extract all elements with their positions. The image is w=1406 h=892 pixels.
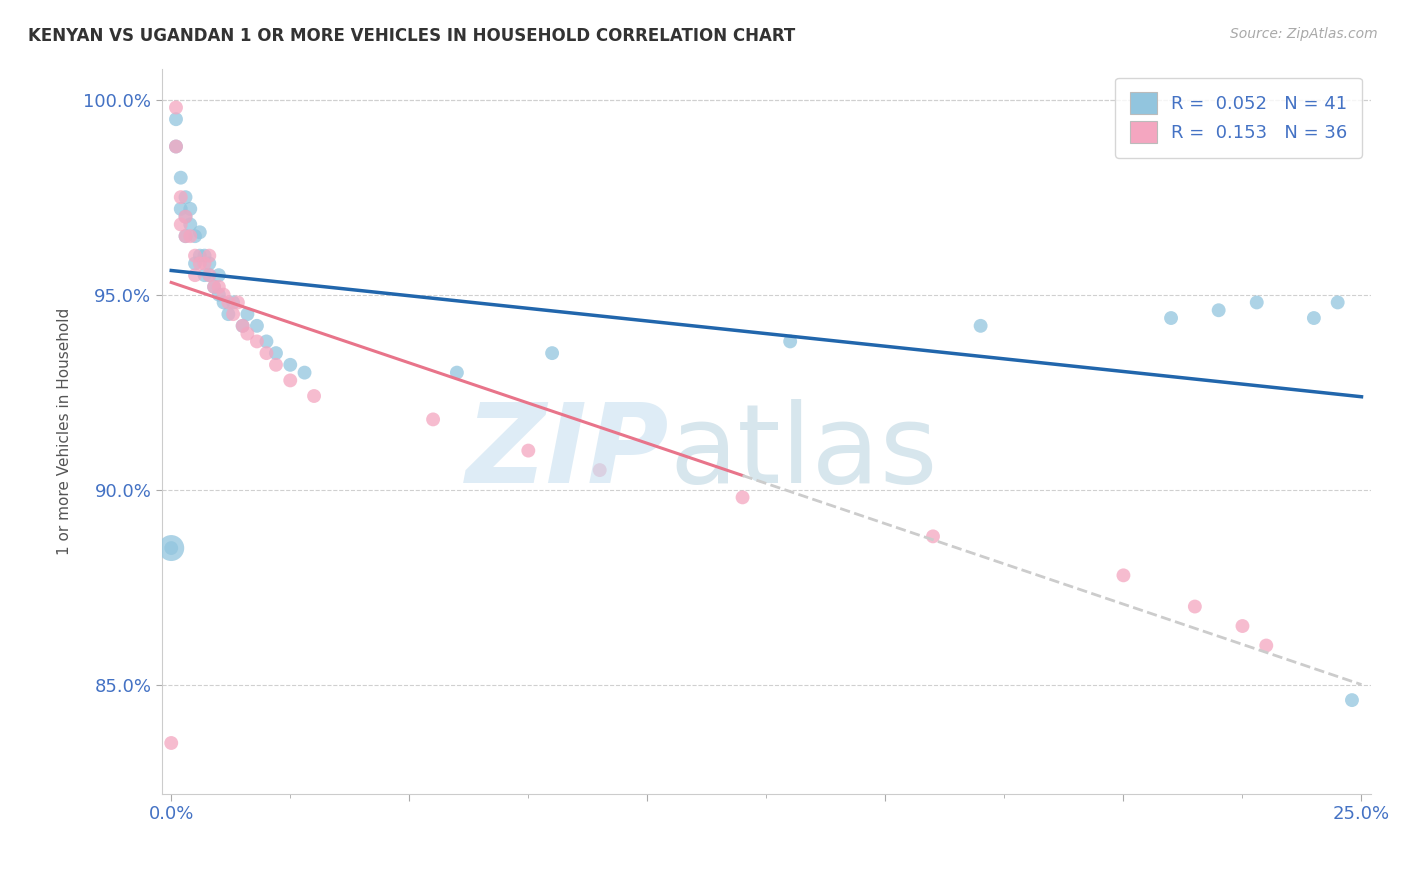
Legend: R =  0.052   N = 41, R =  0.153   N = 36: R = 0.052 N = 41, R = 0.153 N = 36 [1115,78,1362,158]
Point [1256,639,1278,653]
Point [264,358,287,372]
Point [1184,599,1206,614]
Point [969,318,991,333]
Text: ZIP: ZIP [467,400,669,507]
Point [446,366,468,380]
Point [179,218,201,232]
Point [264,346,287,360]
Point [222,295,245,310]
Point [246,334,269,349]
Point [1232,619,1254,633]
Point [226,295,249,310]
Point [202,280,225,294]
Point [1341,693,1364,707]
Point [422,412,444,426]
Point [222,307,245,321]
Text: Source: ZipAtlas.com: Source: ZipAtlas.com [1230,27,1378,41]
Point [193,268,215,282]
Point [160,541,183,555]
Point [174,210,197,224]
Point [212,287,235,301]
Point [198,268,221,282]
Point [731,491,754,505]
Y-axis label: 1 or more Vehicles in Household: 1 or more Vehicles in Household [58,308,72,555]
Point [294,366,316,380]
Point [232,318,254,333]
Point [193,256,215,270]
Point [1326,295,1348,310]
Text: KENYAN VS UGANDAN 1 OR MORE VEHICLES IN HOUSEHOLD CORRELATION CHART: KENYAN VS UGANDAN 1 OR MORE VEHICLES IN … [28,27,796,45]
Point [184,229,207,244]
Point [188,249,211,263]
Text: atlas: atlas [669,400,938,507]
Point [165,101,187,115]
Point [236,307,259,321]
Point [170,202,193,216]
Point [193,249,215,263]
Point [232,318,254,333]
Point [1246,295,1268,310]
Point [217,307,239,321]
Point [208,268,231,282]
Point [170,190,193,204]
Point [202,280,225,294]
Point [278,358,301,372]
Point [278,373,301,387]
Point [179,202,201,216]
Point [174,210,197,224]
Point [179,229,201,244]
Point [256,334,278,349]
Point [246,318,269,333]
Point [779,334,801,349]
Point [302,389,325,403]
Point [217,295,239,310]
Point [1160,311,1182,326]
Point [256,346,278,360]
Point [160,736,183,750]
Point [1112,568,1135,582]
Point [198,256,221,270]
Point [184,256,207,270]
Point [174,229,197,244]
Point [165,139,187,153]
Point [174,229,197,244]
Point [1208,303,1230,318]
Point [170,218,193,232]
Point [198,268,221,282]
Point [208,280,231,294]
Point [208,287,231,301]
Point [188,256,211,270]
Point [184,249,207,263]
Point [589,463,612,477]
Point [517,443,540,458]
Point [170,170,193,185]
Point [922,529,945,543]
Point [212,295,235,310]
Point [1302,311,1324,326]
Point [184,268,207,282]
Point [165,112,187,127]
Point [198,249,221,263]
Point [541,346,564,360]
Point [174,190,197,204]
Point [165,139,187,153]
Point [236,326,259,341]
Point [188,225,211,239]
Point [160,541,183,555]
